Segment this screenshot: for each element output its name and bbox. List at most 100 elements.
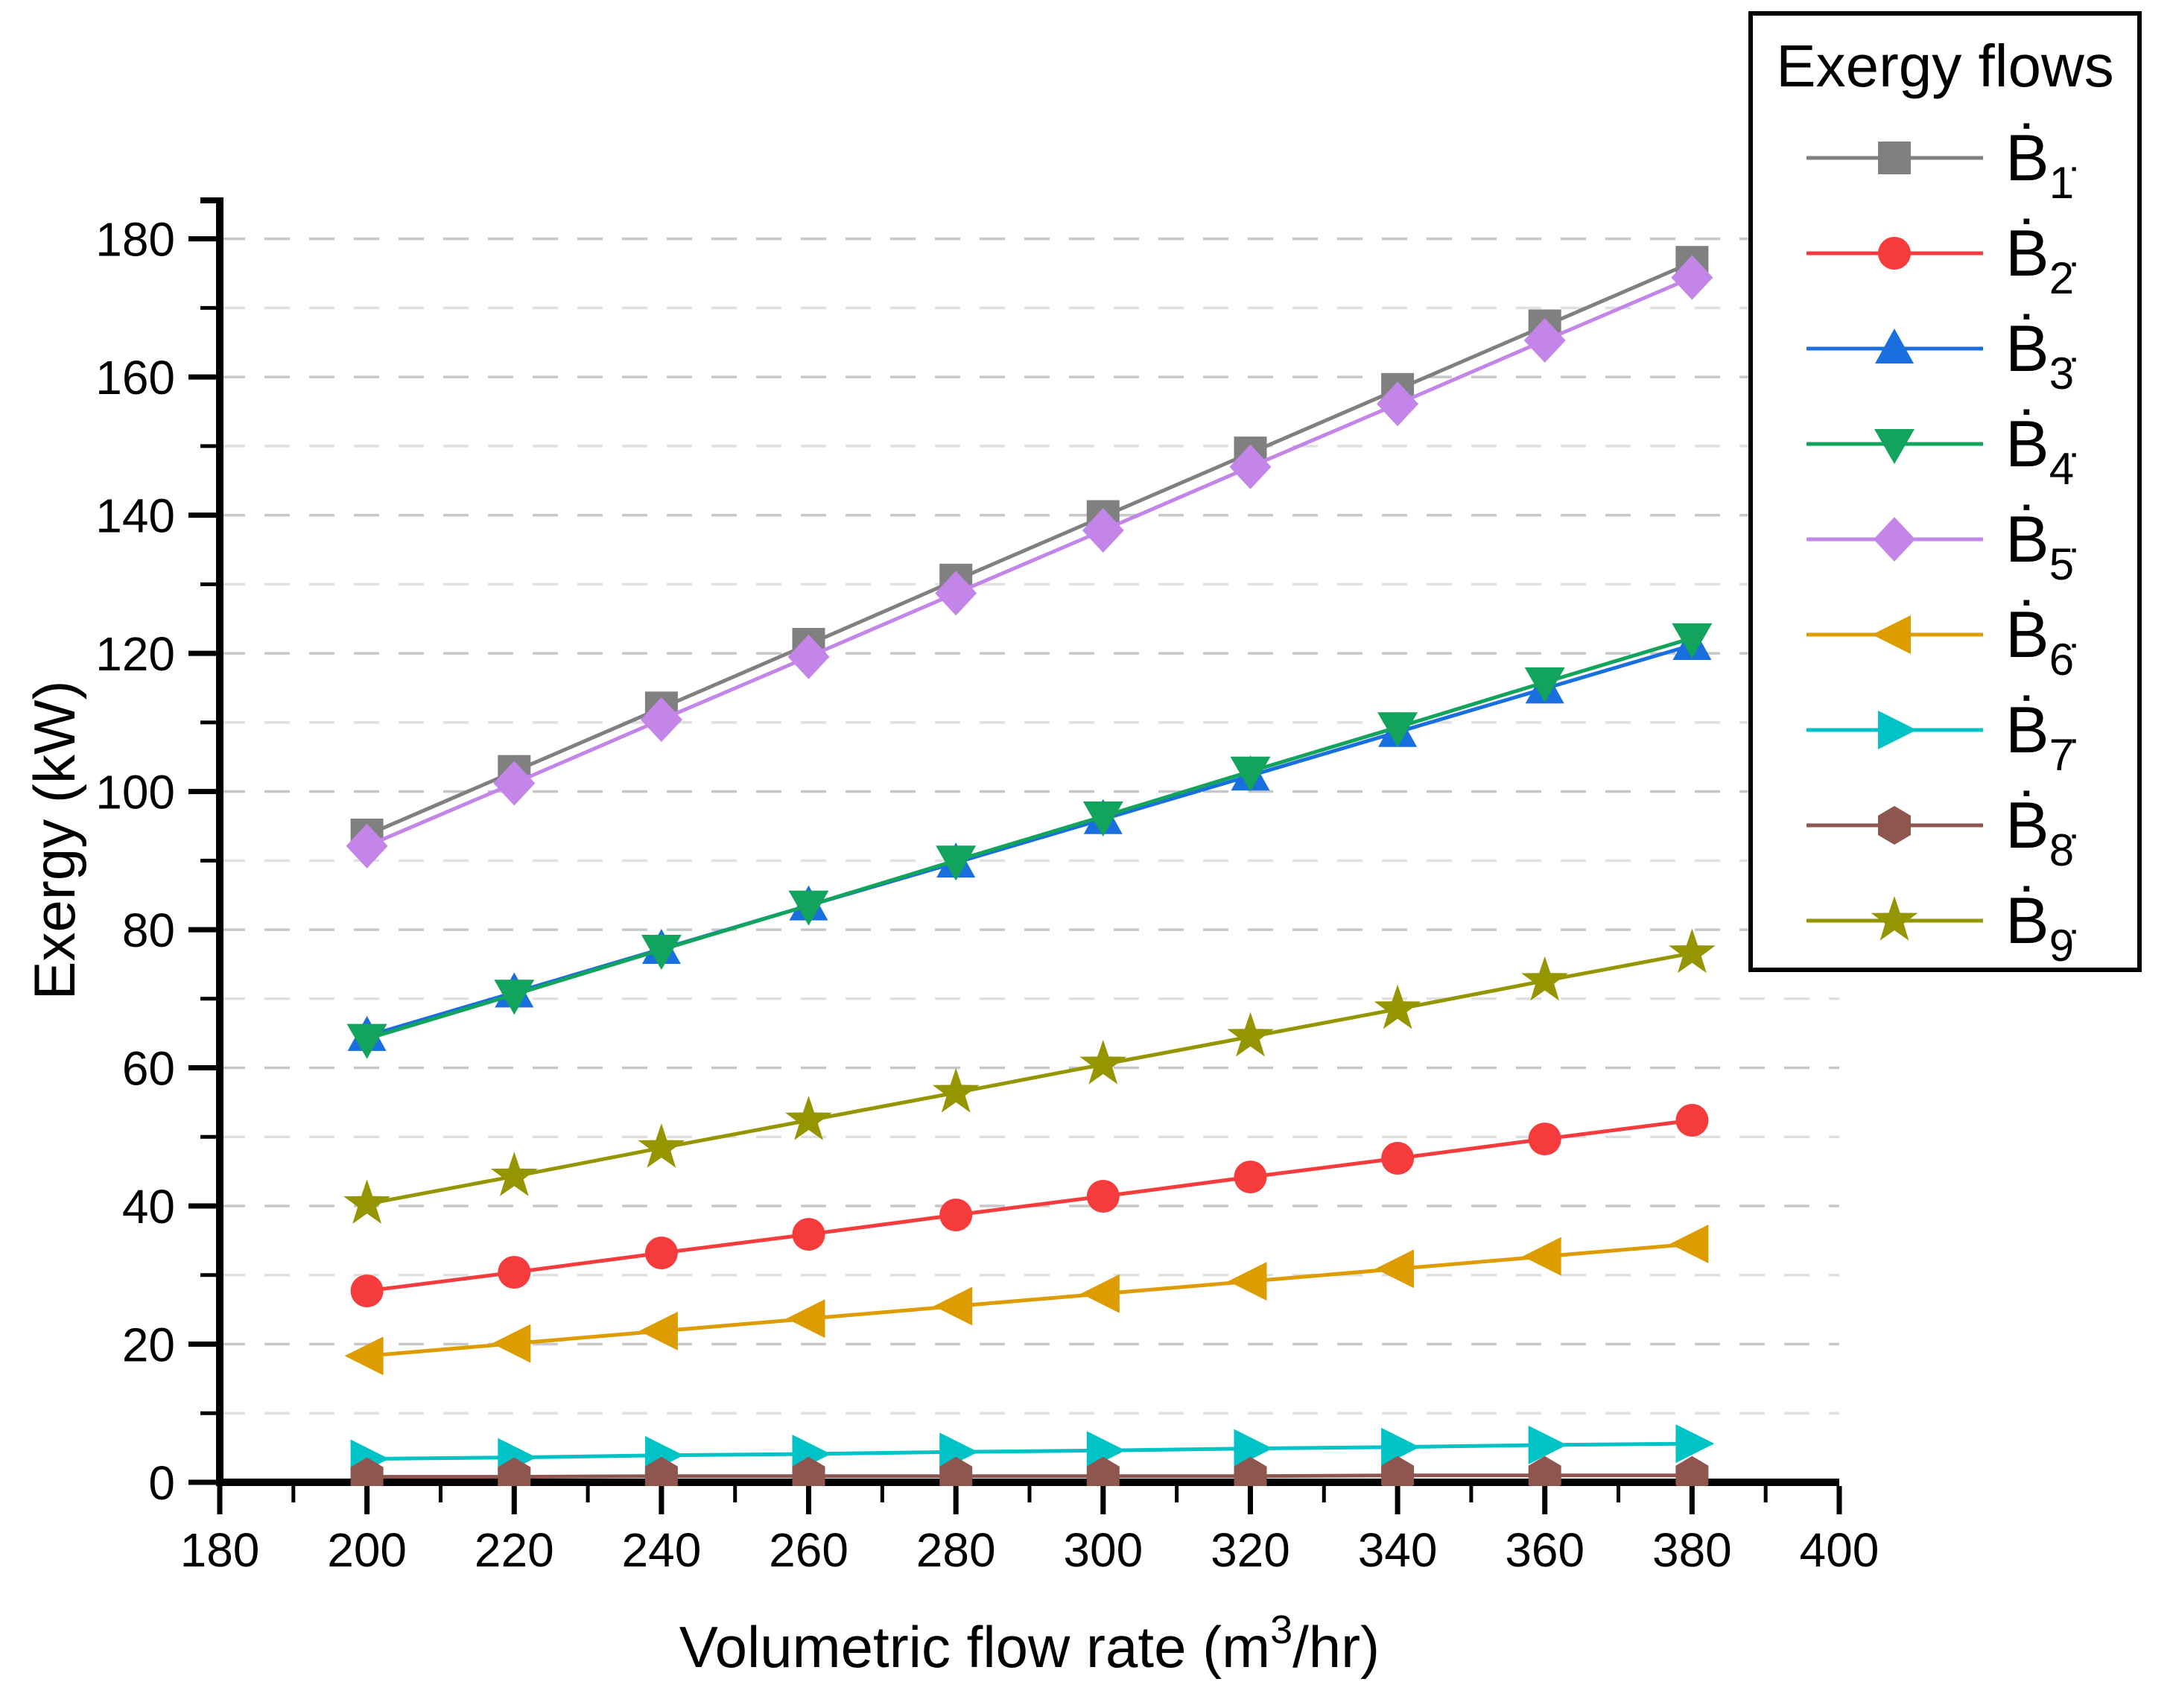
legend-label-B5: Ḃ5̇ bbox=[2005, 502, 2076, 589]
legend-label-B4: Ḃ4̇ bbox=[2005, 407, 2076, 494]
series-line-B6 bbox=[367, 1242, 1693, 1358]
legend-entry-B4: Ḃ4̇ bbox=[1806, 407, 2076, 494]
y-tick-label-100: 100 bbox=[95, 766, 175, 819]
y-tick-label-40: 40 bbox=[122, 1180, 175, 1234]
marker-B6-340 bbox=[1375, 1249, 1415, 1289]
marker-B9-300 bbox=[1079, 1039, 1127, 1085]
marker-B5-200 bbox=[346, 823, 388, 869]
x-tick-label-340: 340 bbox=[1358, 1523, 1438, 1577]
x-tick-label-400: 400 bbox=[1800, 1523, 1879, 1577]
marker-B4-280 bbox=[936, 845, 977, 881]
legend-entry-B6: Ḃ6̇ bbox=[1806, 597, 2076, 685]
marker-B8-200 bbox=[350, 1457, 384, 1486]
legend-label-B8: Ḃ8̇ bbox=[2005, 788, 2076, 875]
series-B5 bbox=[346, 255, 1713, 869]
series-B2 bbox=[350, 1104, 1709, 1308]
y-tick-label-0: 0 bbox=[148, 1456, 175, 1510]
marker-B4-300 bbox=[1082, 801, 1123, 836]
marker-B7-360 bbox=[1528, 1425, 1567, 1464]
legend-marker-B8 bbox=[1878, 806, 1911, 845]
series-B4 bbox=[346, 623, 1713, 1059]
x-tick-label-360: 360 bbox=[1505, 1523, 1584, 1577]
marker-B8-260 bbox=[792, 1456, 825, 1486]
series-line-B8 bbox=[367, 1473, 1693, 1479]
data-series bbox=[343, 246, 1716, 1486]
legend-label-B9: Ḃ9̇ bbox=[2005, 883, 2076, 971]
y-tick-label-60: 60 bbox=[122, 1042, 175, 1096]
marker-B9-200 bbox=[343, 1179, 390, 1224]
marker-B8-340 bbox=[1381, 1455, 1415, 1486]
legend-label-B7: Ḃ7̇ bbox=[2005, 693, 2076, 780]
x-tick-label-320: 320 bbox=[1211, 1523, 1290, 1577]
x-tick-label-380: 380 bbox=[1652, 1523, 1732, 1577]
legend-entry-B2: Ḃ2̇ bbox=[1806, 216, 2076, 303]
x-tick-label-180: 180 bbox=[180, 1523, 260, 1577]
x-tick-label-300: 300 bbox=[1063, 1523, 1143, 1577]
x-axis-title: Volumetric flow rate (m3/hr) bbox=[679, 1607, 1380, 1680]
legend-marker-B5 bbox=[1874, 517, 1915, 562]
marker-B8-240 bbox=[644, 1456, 678, 1486]
series-B8 bbox=[350, 1455, 1709, 1486]
series-line-B1 bbox=[366, 260, 1693, 837]
legend-title: Exergy flows bbox=[1776, 33, 2113, 99]
series-line-B7 bbox=[367, 1441, 1693, 1461]
marker-B9-320 bbox=[1227, 1012, 1274, 1057]
marker-B7-320 bbox=[1234, 1429, 1273, 1468]
marker-B6-260 bbox=[786, 1299, 825, 1339]
marker-B6-380 bbox=[1669, 1225, 1709, 1263]
marker-B8-380 bbox=[1675, 1455, 1709, 1486]
marker-B7-340 bbox=[1381, 1427, 1421, 1467]
marker-B5-260 bbox=[787, 634, 830, 679]
marker-B8-360 bbox=[1528, 1455, 1561, 1486]
marker-B9-260 bbox=[785, 1096, 832, 1140]
marker-B9-340 bbox=[1374, 984, 1421, 1029]
legend-marker-B4 bbox=[1874, 429, 1915, 464]
marker-B5-300 bbox=[1082, 508, 1124, 553]
series-line-B9 bbox=[367, 951, 1693, 1206]
marker-B2-240 bbox=[644, 1236, 678, 1270]
marker-B4-240 bbox=[641, 935, 682, 970]
legend-label-B6: Ḃ6̇ bbox=[2005, 597, 2076, 685]
legend: Exergy flows Ḃ1̇ Ḃ2̇ Ḃ3̇ Ḃ4̇ Ḃ5̇ Ḃ6̇ Ḃ7̇ Ḃ8̇ Ḃ9̇ bbox=[1748, 11, 2142, 972]
marker-B2-320 bbox=[1234, 1161, 1267, 1194]
marker-B5-320 bbox=[1229, 444, 1272, 489]
x-tick-label-280: 280 bbox=[916, 1523, 996, 1577]
marker-B2-200 bbox=[350, 1274, 384, 1308]
x-tick-label-220: 220 bbox=[475, 1523, 554, 1577]
legend-label-B1: Ḃ1̇ bbox=[2005, 121, 2076, 208]
y-tick-label-180: 180 bbox=[95, 213, 175, 267]
series-line-B4 bbox=[366, 636, 1693, 1041]
marker-B5-380 bbox=[1671, 255, 1713, 300]
marker-B2-380 bbox=[1675, 1104, 1709, 1137]
x-tick-label-240: 240 bbox=[622, 1523, 702, 1577]
y-tick-label-120: 120 bbox=[95, 627, 175, 681]
y-tick-label-140: 140 bbox=[95, 489, 175, 543]
marker-B5-280 bbox=[935, 571, 977, 616]
y-tick-label-160: 160 bbox=[95, 351, 175, 404]
gridlines bbox=[220, 237, 1839, 1415]
marker-B2-360 bbox=[1528, 1123, 1561, 1156]
legend-marker-B7 bbox=[1878, 711, 1917, 749]
legend-entry-B5: Ḃ5̇ bbox=[1806, 502, 2076, 589]
marker-B4-260 bbox=[788, 890, 829, 926]
legend-marker-B9 bbox=[1871, 896, 1918, 941]
series-B9 bbox=[343, 928, 1716, 1224]
x-tick-label-200: 200 bbox=[327, 1523, 407, 1577]
legend-marker-B2 bbox=[1878, 237, 1911, 270]
y-tick-label-80: 80 bbox=[122, 904, 175, 957]
marker-B4-220 bbox=[494, 980, 535, 1015]
marker-B5-220 bbox=[493, 761, 536, 806]
marker-B2-260 bbox=[792, 1218, 825, 1251]
marker-B5-240 bbox=[640, 697, 682, 743]
legend-entry-B1: Ḃ1̇ bbox=[1806, 121, 2076, 208]
marker-B2-220 bbox=[498, 1256, 531, 1289]
marker-B6-280 bbox=[933, 1286, 973, 1326]
legend-marker-B3 bbox=[1875, 328, 1914, 363]
legend-marker-B1 bbox=[1878, 142, 1911, 174]
series-B6 bbox=[344, 1225, 1709, 1376]
marker-B5-340 bbox=[1377, 381, 1419, 427]
marker-B6-200 bbox=[344, 1336, 384, 1376]
axes: 180 200 220 240 260 280 300 320 340 360 380 400 0 20 4… bbox=[95, 197, 1879, 1577]
legend-label-B2: Ḃ2̇ bbox=[2005, 216, 2076, 303]
